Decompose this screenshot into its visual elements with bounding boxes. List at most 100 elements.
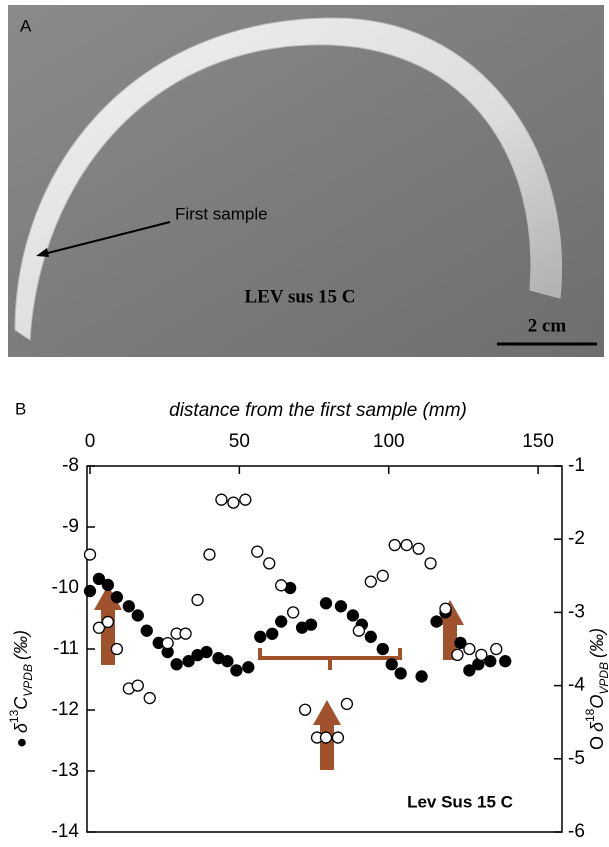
y-tick-label: -9 xyxy=(62,516,79,537)
data-point xyxy=(263,557,276,570)
data-point xyxy=(143,691,156,705)
data-point xyxy=(304,618,318,631)
y2-tick-label: -2 xyxy=(568,528,585,549)
data-point xyxy=(239,493,252,506)
x-axis-label: distance from the first sample (mm) xyxy=(169,400,467,421)
data-point xyxy=(298,703,312,716)
data-point xyxy=(376,569,389,582)
axis-label-part: (‰) xyxy=(587,628,607,658)
axis-label-part: (‰) xyxy=(11,630,31,660)
data-point xyxy=(331,731,345,744)
y-tick-label: -14 xyxy=(52,821,80,842)
axis-label-part: 13 xyxy=(7,709,21,723)
arrow-head xyxy=(36,248,49,257)
data-point xyxy=(286,606,300,619)
data-point xyxy=(203,548,216,561)
data-point xyxy=(319,597,333,610)
bracket xyxy=(258,648,402,670)
y2-tick-label: -4 xyxy=(568,675,585,696)
y-tick-label: -13 xyxy=(52,760,79,781)
chart-panel: B distance from the first sample (mm) Le… xyxy=(7,399,609,842)
data-point xyxy=(499,655,512,668)
axis-label-part: C xyxy=(11,696,31,710)
data-point xyxy=(412,542,425,555)
data-point xyxy=(101,578,115,592)
y-tick-label: -12 xyxy=(52,699,79,720)
panel-label: B xyxy=(15,399,26,418)
y2-tick-label: -5 xyxy=(568,748,585,769)
data-point xyxy=(439,602,452,615)
data-point xyxy=(110,642,124,656)
axis-label-part: 18 xyxy=(583,708,597,722)
data-point xyxy=(388,538,401,552)
data-point xyxy=(92,572,106,585)
x-tick-label: 0 xyxy=(85,431,96,452)
data-point xyxy=(215,493,228,506)
data-point xyxy=(191,593,204,607)
axis-label-part: ● xyxy=(11,737,31,748)
axis-label-part: O xyxy=(587,736,607,750)
data-point xyxy=(385,658,398,671)
y-axis-label: ● δ13CVPDB (‰) xyxy=(7,630,35,748)
x-tick-label: 150 xyxy=(522,431,554,452)
annotation: First sample xyxy=(175,204,268,223)
data-point xyxy=(430,615,443,628)
data-point xyxy=(376,642,389,656)
data-point xyxy=(182,655,195,668)
data-point xyxy=(221,655,234,668)
photo-panel: A First sample LEV sus 15 C 2 cm xyxy=(8,5,604,357)
data-point xyxy=(400,538,413,552)
data-point xyxy=(131,679,144,692)
data-point xyxy=(463,664,476,677)
data-point xyxy=(340,697,354,711)
annotation-arrow xyxy=(39,221,171,256)
tusk xyxy=(14,17,562,341)
data-point xyxy=(230,664,243,677)
data-point xyxy=(334,600,348,613)
data-point xyxy=(463,642,476,656)
data-point xyxy=(319,731,333,744)
data-point xyxy=(161,636,174,650)
y2-tick-label: -6 xyxy=(568,821,585,842)
y-tick-label: -8 xyxy=(62,455,79,476)
data-point xyxy=(394,667,407,680)
y-tick-label: -11 xyxy=(53,638,79,659)
data-point xyxy=(346,609,360,622)
data-point xyxy=(490,642,503,656)
axis-label-part: O xyxy=(587,695,607,709)
specimen-label: LEV sus 15 C xyxy=(244,286,355,307)
arrows xyxy=(94,585,464,770)
data-point xyxy=(454,636,467,650)
data-point xyxy=(140,624,153,637)
y2-tick-label: -3 xyxy=(568,601,585,622)
data-point xyxy=(170,658,183,671)
data-point xyxy=(451,648,464,662)
data-point xyxy=(275,579,288,592)
data-point xyxy=(352,624,366,637)
data-point xyxy=(227,496,240,509)
annotation: Lev Sus 15 C xyxy=(407,792,513,811)
data-point xyxy=(254,630,267,643)
data-point xyxy=(364,630,377,643)
axis-label-part: VPDB xyxy=(597,662,609,695)
data-point xyxy=(266,627,279,640)
data-point xyxy=(364,575,377,588)
data-point xyxy=(475,648,488,662)
data-point xyxy=(92,621,106,634)
y2-tick-label: -1 xyxy=(568,455,585,476)
data-point xyxy=(101,615,115,629)
data-point xyxy=(415,670,428,683)
data-point xyxy=(251,545,264,558)
x-tick-label: 100 xyxy=(373,431,405,452)
axis-label-part: δ xyxy=(587,721,607,732)
data-point xyxy=(484,655,497,668)
axis-label-part: δ xyxy=(11,722,31,733)
photo-background xyxy=(8,5,604,357)
data-point xyxy=(83,548,97,561)
data-point xyxy=(83,584,97,598)
data-point xyxy=(424,557,437,570)
data-point xyxy=(122,600,135,613)
data-point xyxy=(131,609,144,622)
data-point xyxy=(110,591,124,604)
y2-axis-label: Oδ18OVPDB(‰) xyxy=(583,628,609,750)
